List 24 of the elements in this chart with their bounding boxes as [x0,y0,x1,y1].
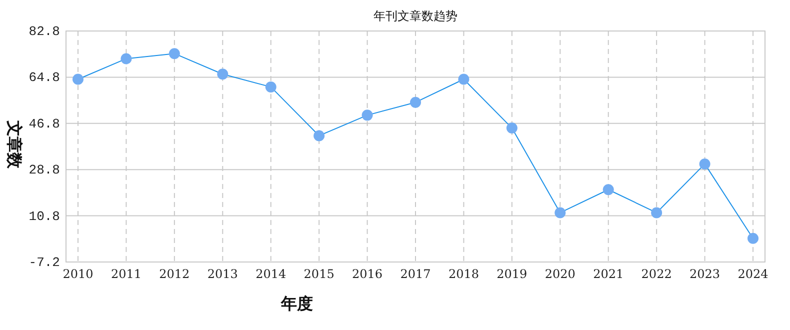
x-tick-label: 2010 [62,267,94,281]
y-tick-label: 46.8 [28,116,60,132]
y-tick-label: 64.8 [28,70,60,86]
y-axis-title: 文章数 [5,120,24,170]
x-tick-label: 2014 [256,267,286,281]
y-tick-label: 28.8 [28,162,60,178]
y-tick-label: 82.8 [28,24,60,39]
x-tick-label: 2019 [496,267,528,281]
x-tick-label: 2020 [544,267,576,281]
x-tick-label: 2012 [159,267,190,281]
x-tick-label: 2022 [641,267,672,281]
y-tick-label: 10.8 [28,208,60,224]
x-tick-label: 2013 [207,267,238,281]
x-tick-label: 2018 [448,267,479,281]
y-tick-label: -7.2 [28,255,60,270]
x-tick-label: 2024 [738,267,769,281]
x-tick-label: 2023 [690,267,720,281]
x-tick-label: 2016 [352,267,383,281]
chart-title: 年刊文章数趋势 [374,9,458,23]
x-axis-title: 年度 [280,294,313,313]
x-tick-label: 2011 [110,267,142,281]
x-tick-label: 2017 [400,267,431,281]
x-tick-label: 2021 [593,267,624,281]
x-tick-label: 2015 [304,267,334,281]
